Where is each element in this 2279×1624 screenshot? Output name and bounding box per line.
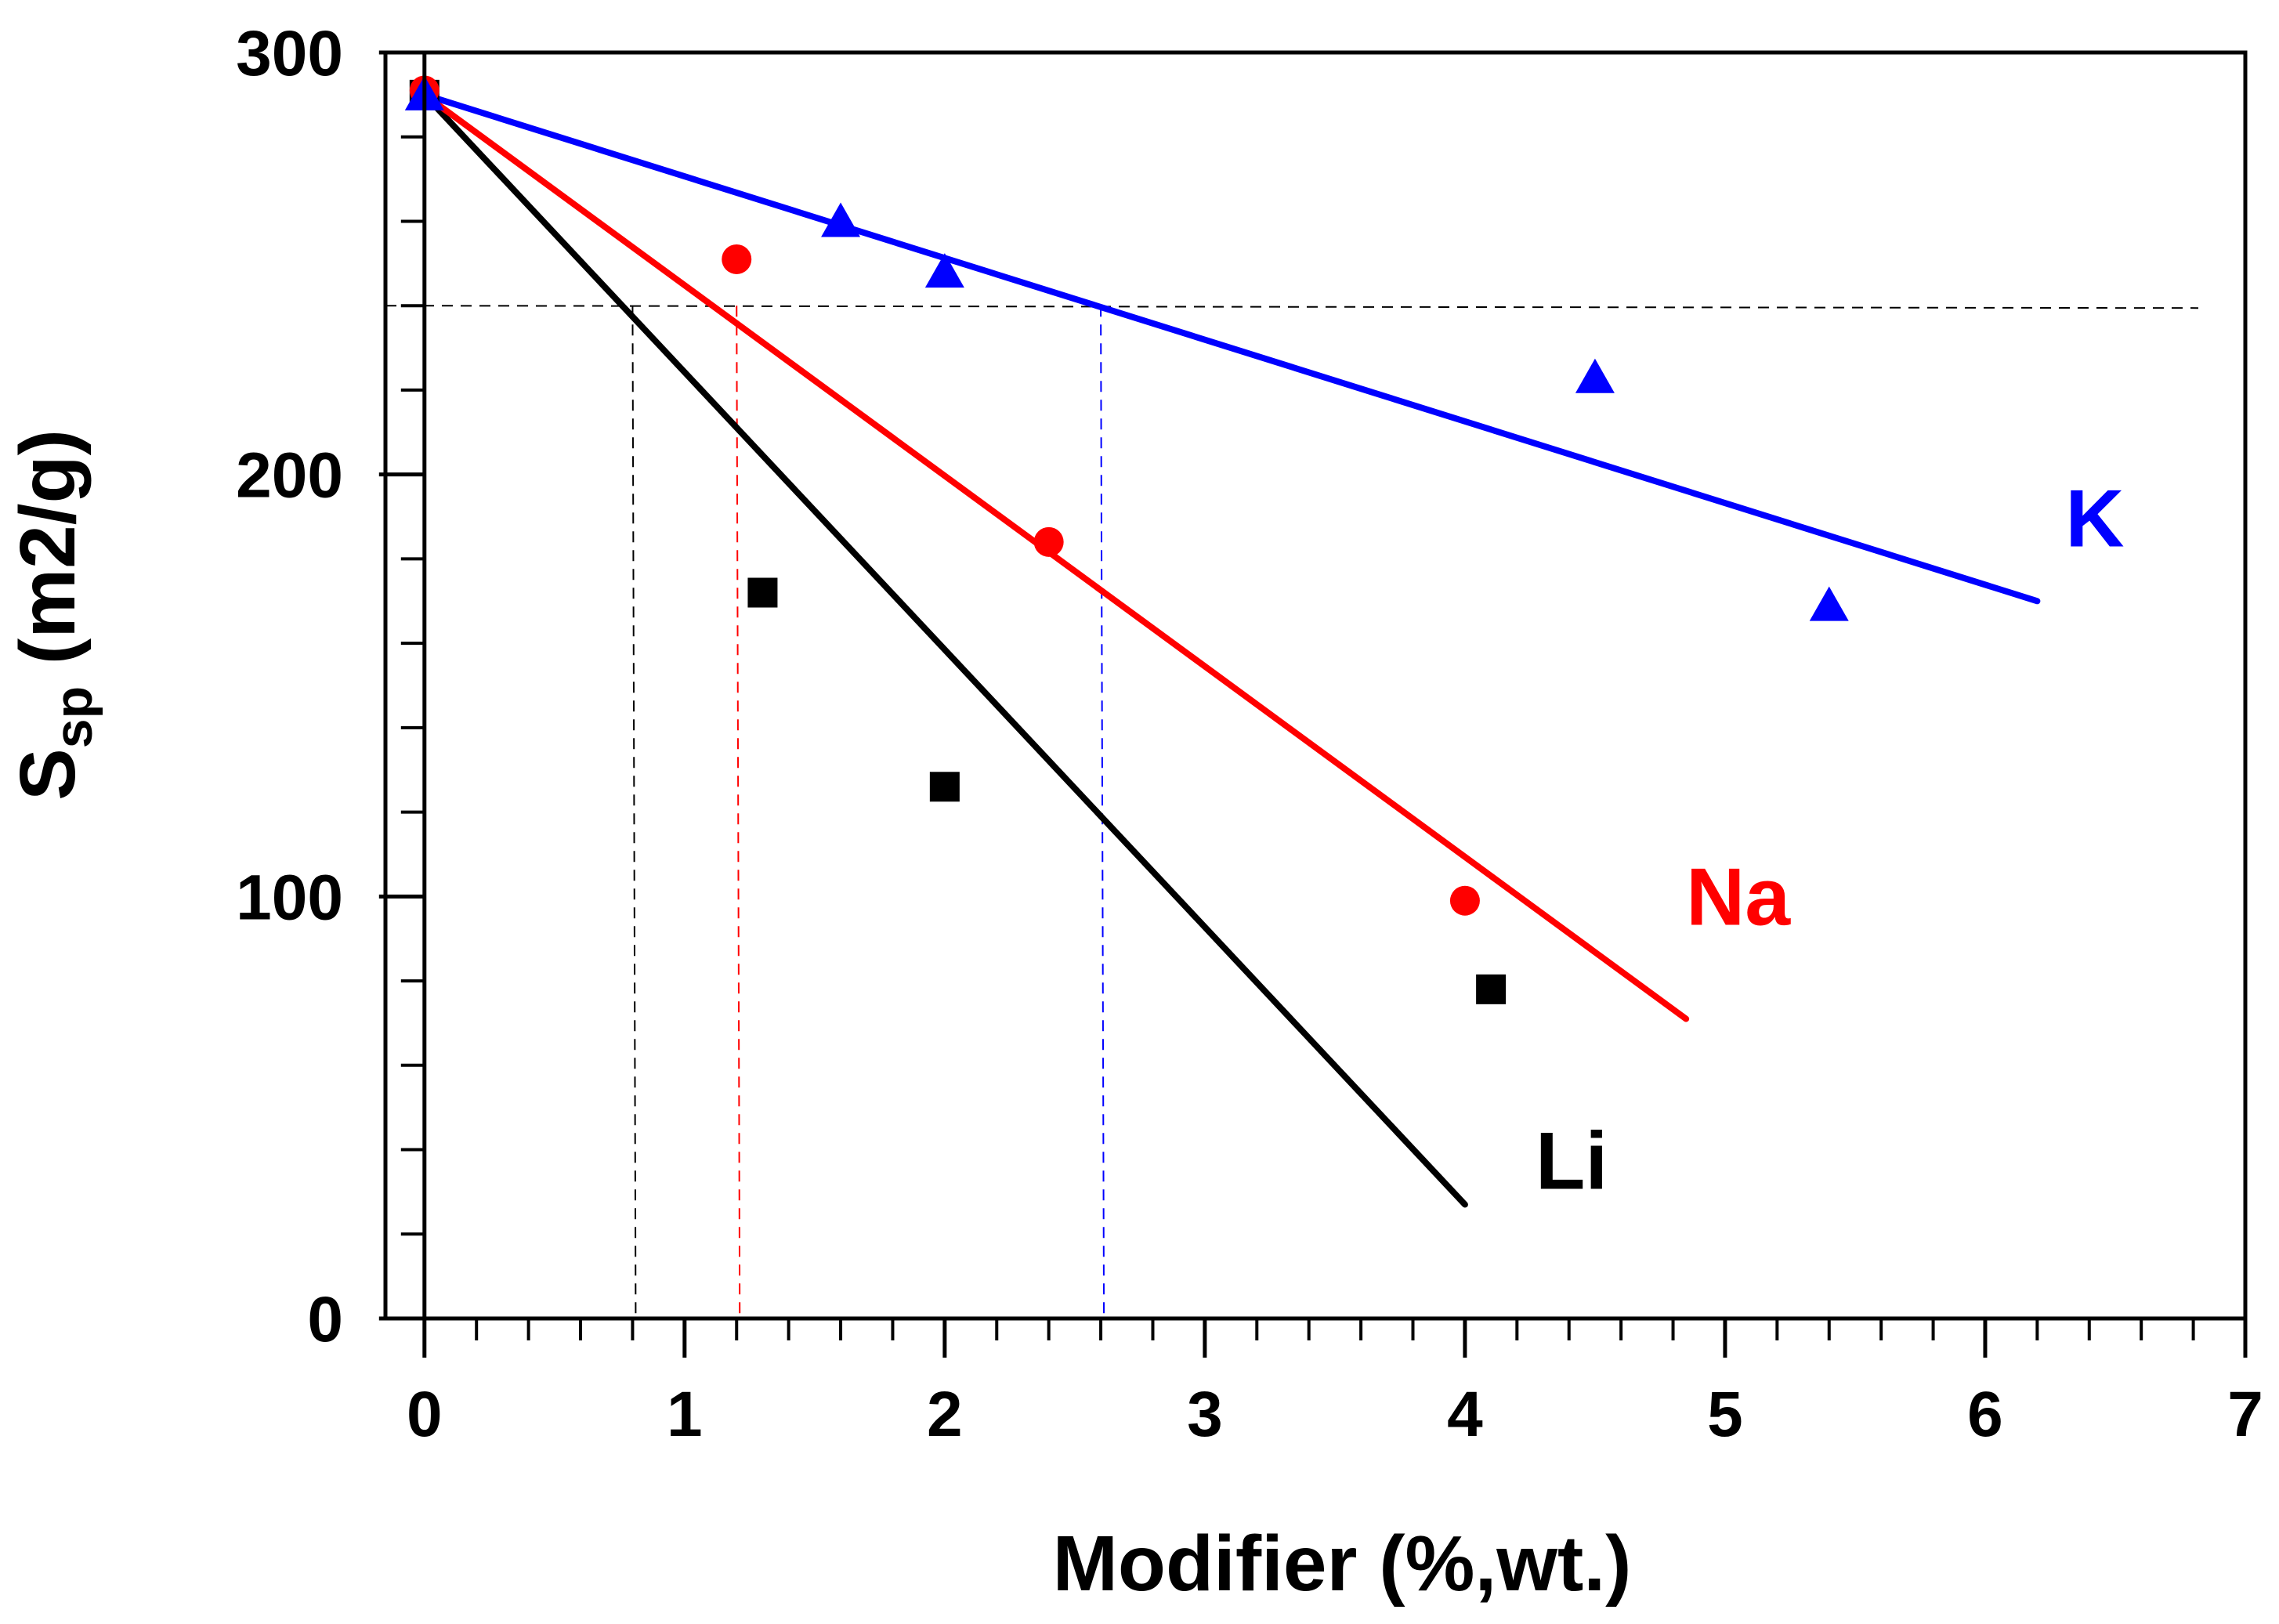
- y-tick-label: 100: [236, 862, 343, 933]
- x-axis-title: Modifier (%,wt.): [1053, 1520, 1632, 1608]
- reference-line-na: [736, 306, 741, 1319]
- fit-line-k: [421, 91, 2041, 605]
- y-axis-title: Ssp (m2/g): [4, 429, 103, 801]
- marker-na-3: [1449, 885, 1480, 916]
- fit-line-na: [421, 91, 1690, 1022]
- y-tick-label: 0: [307, 1284, 343, 1355]
- marker-k-1: [821, 202, 861, 237]
- marker-k-3: [1575, 358, 1615, 393]
- reference-lines: [385, 305, 2199, 1319]
- y-axis-title-sub: sp: [44, 686, 103, 748]
- fit-line-li: [421, 91, 1468, 1208]
- reference-line-horizontal: [385, 305, 2199, 309]
- marker-na-2: [1033, 526, 1064, 557]
- x-tick-label: 6: [1967, 1379, 2003, 1450]
- series-label-k: K: [2065, 473, 2124, 564]
- fit-lines: [421, 91, 2041, 1208]
- x-tick-label: 0: [407, 1379, 443, 1450]
- data-markers: [404, 75, 1849, 1004]
- plot-frame: [383, 50, 2248, 1321]
- series-label-na: Na: [1686, 852, 1791, 943]
- axes: [378, 50, 2248, 1358]
- marker-li-3: [1476, 974, 1507, 1004]
- reference-line-li: [631, 306, 637, 1319]
- x-tick-label: 3: [1187, 1379, 1223, 1450]
- y-axis-title-units: (m2/g): [4, 429, 92, 686]
- series-labels: Li Na K: [1536, 473, 2125, 1206]
- x-tick-label: 4: [1447, 1379, 1483, 1450]
- marker-li-1: [747, 577, 778, 608]
- y-tick-label: 200: [236, 440, 343, 512]
- tick-labels: 0 1 2 3 4 5 6 7 0 100 200 300: [236, 18, 2263, 1450]
- y-tick-label: 300: [236, 18, 343, 89]
- x-tick-label: 2: [927, 1379, 963, 1450]
- x-tick-label: 5: [1707, 1379, 1743, 1450]
- marker-na-1: [722, 244, 752, 274]
- marker-k-4: [1809, 586, 1849, 621]
- marker-li-2: [929, 772, 960, 802]
- x-tick-label: 1: [667, 1379, 703, 1450]
- marker-k-2: [924, 253, 964, 288]
- series-label-li: Li: [1536, 1116, 1608, 1207]
- y-axis-title-main: S: [4, 748, 92, 801]
- x-tick-label: 7: [2227, 1379, 2263, 1450]
